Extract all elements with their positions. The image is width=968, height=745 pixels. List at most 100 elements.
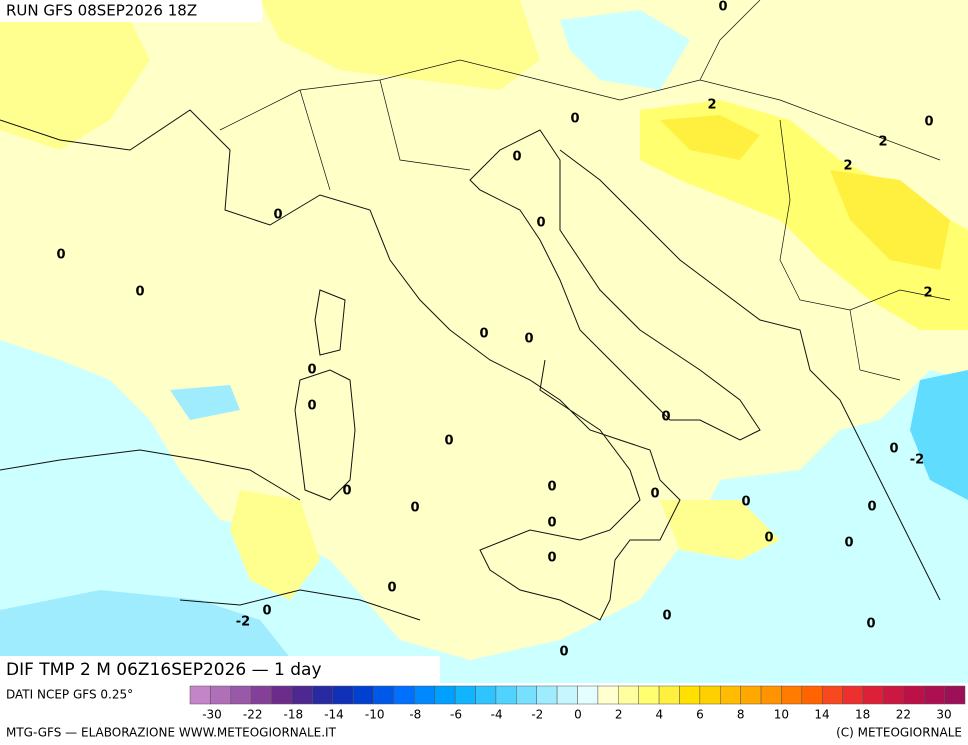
legend-label: 30 xyxy=(936,708,951,722)
contour-label: 0 xyxy=(889,442,898,457)
contour-label: 0 xyxy=(307,399,316,414)
legend-swatch xyxy=(618,685,639,705)
legend-label: -30 xyxy=(202,708,222,722)
contour-label: 0 xyxy=(273,208,282,223)
legend-swatch xyxy=(842,685,864,705)
legend-swatch xyxy=(556,685,578,705)
legend-label: -18 xyxy=(284,708,304,722)
legend-label: -2 xyxy=(531,708,543,722)
legend-swatch xyxy=(740,685,762,705)
legend-swatch xyxy=(658,685,680,705)
legend-swatch xyxy=(883,685,905,705)
contour-label: 0 xyxy=(866,617,875,632)
legend-swatch xyxy=(454,685,476,705)
legend-swatch xyxy=(720,685,741,705)
coastline xyxy=(0,449,421,621)
contour-label: 0 xyxy=(262,604,271,619)
legend-label: 14 xyxy=(814,708,829,722)
contour-label: 0 xyxy=(741,495,750,510)
warm-area xyxy=(230,490,320,600)
contour-label: 0 xyxy=(844,536,853,551)
legend-swatch xyxy=(944,685,966,705)
footer-left: MTG-GFS — ELABORAZIONE WWW.METEOGIORNALE… xyxy=(6,726,337,740)
warm-area xyxy=(640,100,968,330)
legend-swatch xyxy=(638,685,660,705)
coastline xyxy=(0,109,681,621)
cool-area xyxy=(170,385,240,420)
border xyxy=(219,0,951,381)
legend-label: -10 xyxy=(365,708,385,722)
legend-swatch xyxy=(516,685,537,705)
legend-label: 18 xyxy=(855,708,870,722)
field-box xyxy=(0,656,440,683)
legend-swatch xyxy=(332,685,354,705)
legend-label: 6 xyxy=(696,708,704,722)
contour-label: 2 xyxy=(923,286,932,301)
legend-swatch xyxy=(291,685,313,705)
legend-swatch xyxy=(597,685,619,705)
contour-label: 0 xyxy=(536,216,545,231)
contour-label: 0 xyxy=(307,363,316,378)
legend-swatch xyxy=(903,685,925,705)
contour-label: 0 xyxy=(512,150,521,165)
legend-swatch xyxy=(250,685,272,705)
contour-label: 0 xyxy=(650,487,659,502)
legend-label: 8 xyxy=(737,708,745,722)
legend-swatch xyxy=(393,685,415,705)
legend-swatch xyxy=(801,685,823,705)
warm-area xyxy=(830,170,950,270)
contour-label: 2 xyxy=(707,98,716,113)
contour-label: -2 xyxy=(910,453,924,468)
legend-label: 4 xyxy=(656,708,664,722)
contour-label: 0 xyxy=(410,501,419,516)
run-label: RUN GFS 08SEP2026 18Z xyxy=(6,2,197,20)
contour-label: 0 xyxy=(342,484,351,499)
contour-label: 2 xyxy=(843,159,852,174)
legend-swatch xyxy=(679,685,701,705)
legend-swatch xyxy=(271,685,293,705)
legend-swatch xyxy=(495,685,517,705)
legend-label: -14 xyxy=(324,708,344,722)
legend-label: -22 xyxy=(243,708,263,722)
legend-swatch xyxy=(210,685,232,705)
warm-area xyxy=(660,500,780,560)
legend-label: 22 xyxy=(896,708,911,722)
contour-label: 0 xyxy=(662,609,671,624)
contour-label: 0 xyxy=(764,531,773,546)
legend: DATI NCEP GFS 0.25° -30 -22 -18 -14 -10 -8 -6-… xyxy=(6,685,966,722)
map: 0 2 0 2 0 0 2 0 0 0 0 2 0 0 0 0 0 0 0 -2 0 0 0 0 0 0 0 0 0 0 0 0 -2 0 0 0 R… xyxy=(0,0,968,683)
legend-swatch xyxy=(434,685,456,705)
legend-swatch xyxy=(312,685,334,705)
contour-label: 0 xyxy=(387,581,396,596)
legend-swatch xyxy=(923,685,945,705)
footer-right: (C) METEOGIORNALE xyxy=(836,726,962,740)
coastline xyxy=(469,129,761,441)
contour-label: 0 xyxy=(56,248,65,263)
legend-label: 2 xyxy=(615,708,623,722)
legend-label: -8 xyxy=(409,708,421,722)
warm-area xyxy=(0,0,150,150)
cool-area xyxy=(910,370,968,500)
legend-swatch xyxy=(536,685,558,705)
contour-label: 0 xyxy=(547,516,556,531)
contour-label: 0 xyxy=(661,410,670,425)
coastline xyxy=(294,369,356,501)
legend-label: -4 xyxy=(491,708,503,722)
contour-label: 0 xyxy=(867,500,876,515)
contour-labels: 0 2 0 2 0 0 2 0 0 0 0 2 0 0 0 0 0 0 0 -2 0 0 0 0 0 0 0 0 0 0 0 0 -2 0 0 0 xyxy=(56,0,933,660)
contour-label: 0 xyxy=(444,434,453,449)
legend-swatch xyxy=(352,685,374,705)
contour-label: 0 xyxy=(547,480,556,495)
contour-label: 0 xyxy=(547,551,556,566)
legend-swatch xyxy=(577,685,599,705)
contour-label: 0 xyxy=(135,285,144,300)
contour-label: 0 xyxy=(559,645,568,660)
legend-swatch xyxy=(699,685,721,705)
legend-swatch xyxy=(781,685,803,705)
legend-label: -6 xyxy=(450,708,462,722)
legend-swatch xyxy=(862,685,884,705)
legend-swatch xyxy=(230,685,252,705)
coastline xyxy=(314,289,346,356)
contour-label: 0 xyxy=(718,0,727,15)
